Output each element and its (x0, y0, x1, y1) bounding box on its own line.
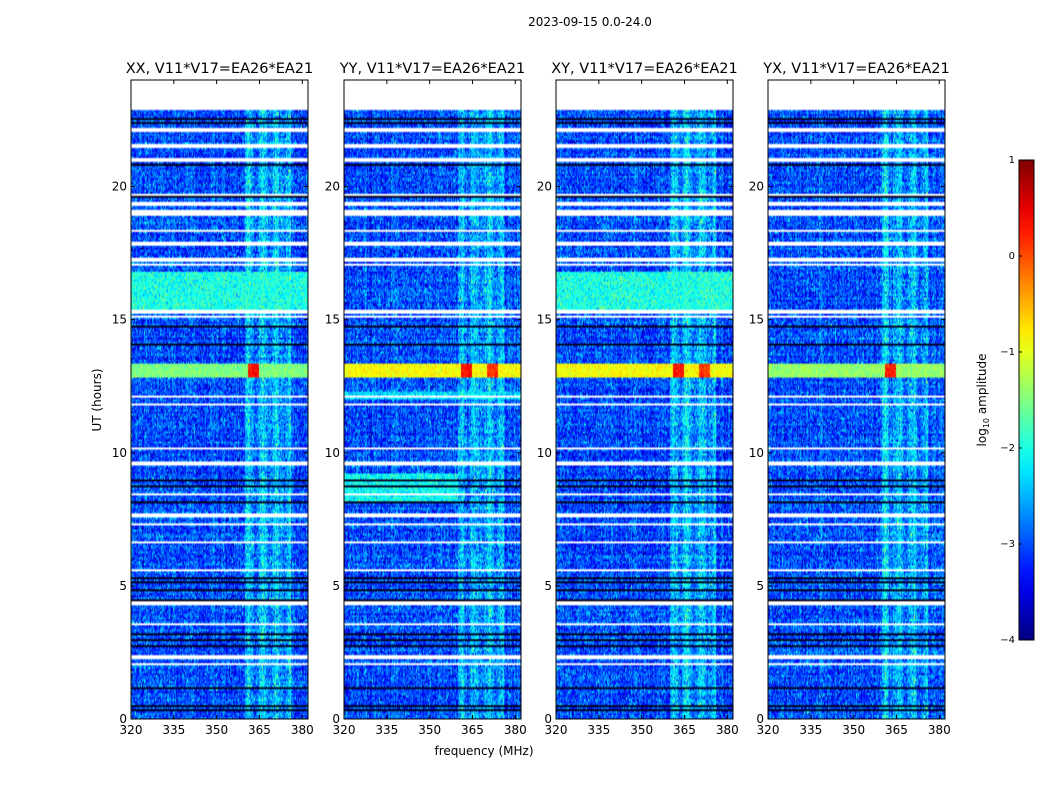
panel-frame (767, 79, 946, 720)
colorbar: 1 0 −1 −2 −3 −4 (1000, 155, 1035, 646)
x-tick-label: 365 (885, 723, 908, 737)
y-tick-label: 0 (544, 712, 552, 726)
panel-frame (555, 79, 734, 720)
y-tick-label: 10 (325, 446, 340, 460)
x-tick-label: 350 (418, 723, 441, 737)
x-tick-label: 350 (630, 723, 653, 737)
panel-1: XX, V11*V17=EA26*EA21 320 335 350 365 380 0 5 10… (112, 61, 314, 737)
y-tick-label: 0 (756, 712, 764, 726)
y-tick-label: 10 (537, 446, 552, 460)
x-tick-label: 335 (587, 723, 610, 737)
y-tick-label: 5 (544, 579, 552, 593)
x-axis-label: frequency (MHz) (434, 744, 533, 758)
colorbar-tick-label: 0 (1009, 251, 1015, 262)
figure-suptitle: 2023-09-15 0.0-24.0 (528, 15, 652, 29)
x-tick-label: 350 (842, 723, 865, 737)
x-tick-label: 335 (375, 723, 398, 737)
panel-3: XY, V11*V17=EA26*EA21 320 335 350 365 380 0 5 10… (537, 61, 739, 737)
waterfall-image (131, 80, 308, 719)
x-tick-label: 320 (333, 723, 356, 737)
waterfall-image (768, 80, 945, 719)
y-tick-label: 20 (325, 180, 340, 194)
y-tick-label: 10 (749, 446, 764, 460)
y-tick-label: 15 (325, 313, 340, 327)
colorbar-tick-label: 1 (1009, 155, 1015, 166)
x-tick-label: 380 (504, 723, 527, 737)
x-tick-label: 365 (673, 723, 696, 737)
y-tick-label: 5 (756, 579, 764, 593)
panel-2: YY, V11*V17=EA26*EA21 320 335 350 365 380 0 5 10… (325, 61, 527, 737)
x-tick-label: 335 (162, 723, 185, 737)
y-tick-label: 20 (749, 180, 764, 194)
colorbar-tick-label: −1 (1000, 347, 1015, 358)
waterfall-image (344, 80, 521, 719)
y-tick-label: 0 (119, 712, 127, 726)
panel-title: XY, V11*V17=EA26*EA21 (551, 61, 737, 77)
x-tick-label: 380 (716, 723, 739, 737)
colorbar-label: log10 amplitude (975, 354, 991, 447)
panels: XX, V11*V17=EA26*EA21 320 335 350 365 380 0 5 10… (112, 61, 951, 737)
panel-frame (130, 79, 309, 720)
panel-title: YY, V11*V17=EA26*EA21 (339, 61, 525, 77)
y-tick-label: 0 (332, 712, 340, 726)
y-tick-label: 10 (112, 446, 127, 460)
x-tick-label: 380 (928, 723, 951, 737)
y-tick-label: 20 (537, 180, 552, 194)
y-tick-label: 15 (537, 313, 552, 327)
x-tick-label: 380 (291, 723, 314, 737)
x-tick-label: 350 (205, 723, 228, 737)
colorbar-tick-label: −2 (1000, 443, 1015, 454)
colorbar-gradient (1018, 159, 1035, 641)
x-tick-label: 335 (799, 723, 822, 737)
y-tick-label: 5 (119, 579, 127, 593)
y-tick-label: 15 (112, 313, 127, 327)
colorbar-tick-label: −4 (1000, 635, 1015, 646)
panel-4: YX, V11*V17=EA26*EA21 320 335 350 365 380 0 5 10… (749, 61, 951, 737)
colorbar-tick-label: −3 (1000, 539, 1015, 550)
x-tick-label: 320 (757, 723, 780, 737)
y-axis-label: UT (hours) (90, 368, 104, 431)
x-tick-label: 365 (248, 723, 271, 737)
waterfall-image (556, 80, 733, 719)
y-tick-label: 5 (332, 579, 340, 593)
x-tick-label: 365 (461, 723, 484, 737)
y-tick-label: 15 (749, 313, 764, 327)
y-tick-label: 20 (112, 180, 127, 194)
panel-title: XX, V11*V17=EA26*EA21 (126, 61, 314, 77)
panel-frame (343, 79, 522, 720)
x-tick-label: 320 (120, 723, 143, 737)
panel-title: YX, V11*V17=EA26*EA21 (762, 61, 949, 77)
x-tick-label: 320 (545, 723, 568, 737)
